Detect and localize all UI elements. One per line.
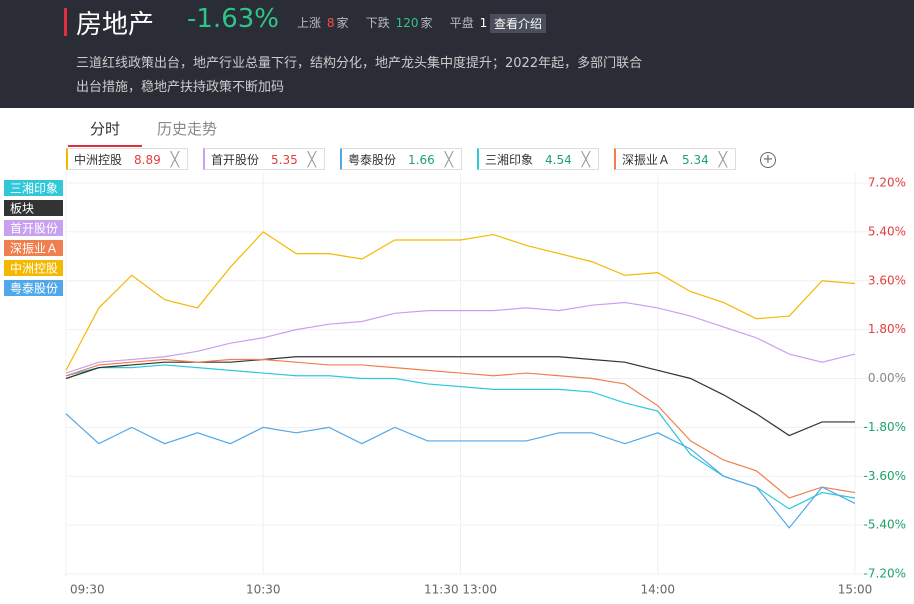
stock-chip[interactable]: 首开股份 5.35 ╳	[203, 148, 325, 170]
legend-label: 三湘印象	[10, 181, 58, 196]
y-tick-label: 3.60%	[868, 273, 906, 287]
close: ╳	[307, 152, 316, 168]
legend-swatch	[4, 240, 63, 256]
series-line	[65, 358, 856, 499]
unit: 家	[336, 16, 349, 30]
stock-price: 5.34	[682, 153, 709, 167]
stock-name: 粤泰股份	[348, 153, 397, 167]
legend-label: 板块	[10, 202, 34, 216]
x-tick-label: 10:30	[246, 583, 281, 597]
tab[interactable]: 分时	[90, 120, 121, 138]
x-tick-label: 15:00	[838, 583, 873, 597]
flat-label: 平盘	[449, 16, 474, 30]
legend-swatch	[4, 220, 63, 236]
tab[interactable]: 历史走势	[157, 120, 218, 138]
series-line	[65, 231, 856, 371]
stock-name: 首开股份	[211, 153, 260, 167]
y-tick-label: -3.60%	[864, 469, 906, 483]
y-tick-label: -7.20%	[864, 567, 906, 581]
y-tick-label: 0.00%	[868, 371, 906, 385]
series-line	[65, 413, 856, 529]
intro-button[interactable]: 查看介绍	[490, 14, 547, 33]
legend-label: 深振业Ａ	[10, 242, 58, 256]
accent-bar	[64, 8, 67, 36]
tab-underline	[68, 145, 142, 147]
stock-price: 5.35	[271, 153, 298, 167]
change: -1.63%	[187, 4, 279, 34]
up-count: 8	[326, 16, 335, 30]
add-button[interactable]: +	[760, 152, 776, 168]
legend-swatch	[4, 180, 63, 196]
close: ╳	[581, 152, 590, 168]
legend-label: 粤泰股份	[10, 281, 58, 296]
flat-count: 1	[479, 16, 488, 30]
y-tick-label: -1.80%	[864, 420, 906, 434]
stock-chip[interactable]: 中洲控股 8.89 ╳	[66, 148, 188, 170]
close: ╳	[444, 152, 453, 168]
unit: 家	[420, 16, 433, 30]
legend-swatch	[4, 260, 63, 276]
stock-name: 中洲控股	[74, 153, 123, 167]
y-tick-label: -5.40%	[864, 518, 906, 532]
stock-name: 深振业Ａ	[622, 153, 671, 167]
stock-price: 1.66	[408, 153, 435, 167]
legend-swatch	[4, 200, 63, 216]
x-tick-label: 11:30 13:00	[424, 583, 497, 597]
down-label: 下跌	[365, 16, 390, 30]
description: 出台措施，稳地产扶持政策不断加码	[76, 80, 285, 95]
x-tick-label: 14:00	[640, 583, 675, 597]
close: ╳	[170, 152, 179, 168]
legend-label: 中洲控股	[10, 261, 58, 276]
stock-price: 4.54	[545, 153, 572, 167]
down-count: 120	[395, 16, 419, 30]
y-tick-label: 7.20%	[868, 176, 906, 190]
legend-swatch	[4, 280, 63, 296]
stock-chip[interactable]: 粤泰股份 1.66 ╳	[340, 148, 462, 170]
stock-chip[interactable]: 三湘印象 4.54 ╳	[477, 148, 599, 170]
stock-chip[interactable]: 深振业Ａ 5.34 ╳	[614, 148, 736, 170]
stock-name: 三湘印象	[485, 153, 534, 167]
close: ╳	[718, 152, 727, 168]
legend-label: 首开股份	[10, 222, 58, 236]
description: 三道红线政策出台，地产行业总量下行，结构分化，地产龙头集中度提升；2022年起，…	[76, 56, 643, 71]
y-tick-label: 5.40%	[868, 224, 906, 238]
x-tick-label: 09:30	[70, 583, 105, 597]
series-line	[65, 301, 856, 374]
up-label: 上涨	[297, 16, 322, 30]
title: 房地产	[76, 10, 155, 40]
y-tick-label: 1.80%	[868, 322, 906, 336]
chart: 7.20% 5.40% 3.60% 1.80% 0.00% -1.80% -3.60% -5.…	[4, 172, 906, 597]
stock-price: 8.89	[134, 153, 161, 167]
